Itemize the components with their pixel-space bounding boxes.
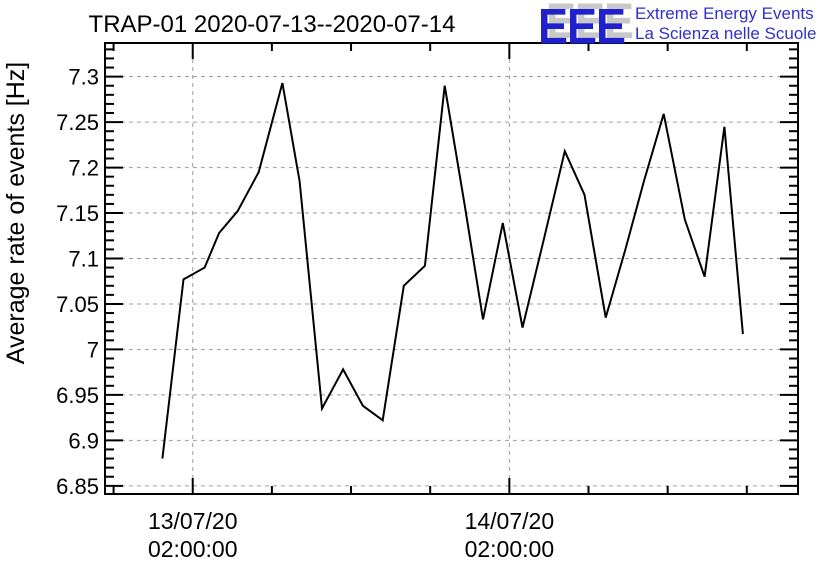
- y-tick-label: 6.95: [56, 383, 99, 408]
- plot-frame: [104, 42, 799, 495]
- y-axis-title: Average rate of events [Hz]: [2, 62, 30, 364]
- x-tick-label-date: 13/07/20: [148, 508, 238, 534]
- data-polyline: [161, 82, 744, 459]
- y-tick-label: 6.9: [68, 428, 99, 453]
- y-tick-label: 7.05: [56, 292, 99, 317]
- chart-title: TRAP-01 2020-07-13--2020-07-14: [89, 11, 456, 38]
- y-tick-label: 7.25: [56, 110, 99, 135]
- eee-logo-text: EEE: [538, 0, 626, 55]
- y-tick-label: 7.2: [68, 156, 99, 181]
- logo-subtitle-line1: Extreme Energy Events: [635, 4, 814, 23]
- y-tick-label: 7.1: [68, 246, 99, 271]
- y-tick-label: 7.15: [56, 201, 99, 226]
- y-tick-label: 7: [87, 337, 99, 362]
- x-tick-label-date: 14/07/20: [465, 508, 555, 534]
- y-tick-label: 6.85: [56, 474, 99, 499]
- eee-logo-subtitle: Extreme Energy Events La Scienza nelle S…: [635, 1, 816, 44]
- logo-subtitle-line2: La Scienza nelle Scuole: [635, 24, 817, 43]
- x-tick-label-time: 02:00:00: [148, 536, 238, 562]
- x-tick-label-time: 02:00:00: [465, 536, 555, 562]
- eee-logo: EEE Extreme Energy Events La Scienza nel…: [538, 1, 817, 51]
- y-tick-label: 7.3: [68, 65, 99, 90]
